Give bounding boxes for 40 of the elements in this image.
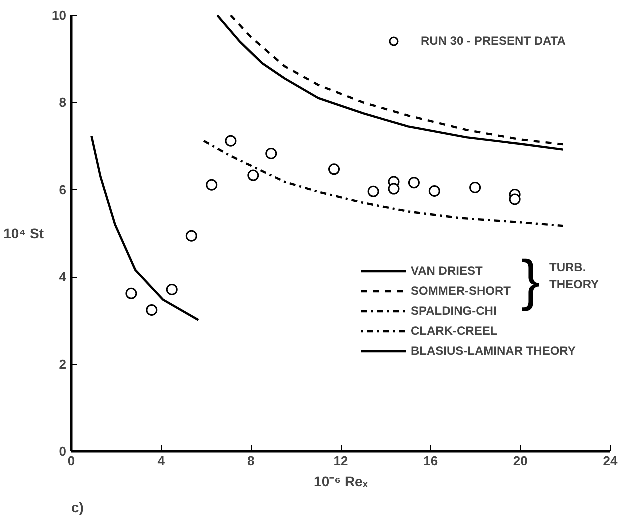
point <box>206 179 218 191</box>
legend-label: BLASIUS-LAMINAR THEORY <box>411 344 576 358</box>
y-tick-label: 2 <box>59 356 67 372</box>
x-tick-label: 20 <box>513 454 528 468</box>
x-tick-label: 4 <box>158 454 166 468</box>
x-tick-label: 12 <box>334 454 348 468</box>
legend-label: RUN 30 - PRESENT DATA <box>421 34 566 48</box>
text: c) <box>72 500 84 516</box>
legend-label: SOMMER-SHORT <box>411 284 511 298</box>
annotation: TURB. THEORY <box>550 260 600 292</box>
y-axis-title: 10⁴ St <box>4 226 44 242</box>
point <box>126 288 138 300</box>
point <box>248 170 260 182</box>
point <box>408 177 420 189</box>
legend-label: VAN DRIEST <box>411 264 483 278</box>
point <box>146 304 158 316</box>
legend-label: CLARK-CREEL <box>411 324 498 338</box>
y-tick-label: 4 <box>59 270 68 285</box>
x-axis-title: 10⁻⁶ Reₓ <box>314 474 369 490</box>
line-series <box>90 135 200 322</box>
y-tick-label: 0 <box>59 444 67 459</box>
point <box>186 230 198 242</box>
legend-label: SPALDING-CHI <box>411 304 497 318</box>
x-tick-label: 24 <box>603 454 618 468</box>
point <box>266 148 278 160</box>
point <box>428 185 440 197</box>
point <box>470 182 482 194</box>
x-tick-label: 16 <box>424 454 438 468</box>
point <box>225 135 237 147</box>
x-tick-label: 8 <box>248 454 255 468</box>
point <box>368 186 380 198</box>
point <box>509 194 521 206</box>
y-tick-label: 8 <box>59 95 67 110</box>
line-series <box>202 140 564 228</box>
y-tick-label: 6 <box>59 182 67 198</box>
point <box>166 284 178 296</box>
point <box>388 183 400 195</box>
annotation: } <box>522 248 540 312</box>
point <box>328 164 340 176</box>
y-tick-label: 10 <box>52 8 67 23</box>
